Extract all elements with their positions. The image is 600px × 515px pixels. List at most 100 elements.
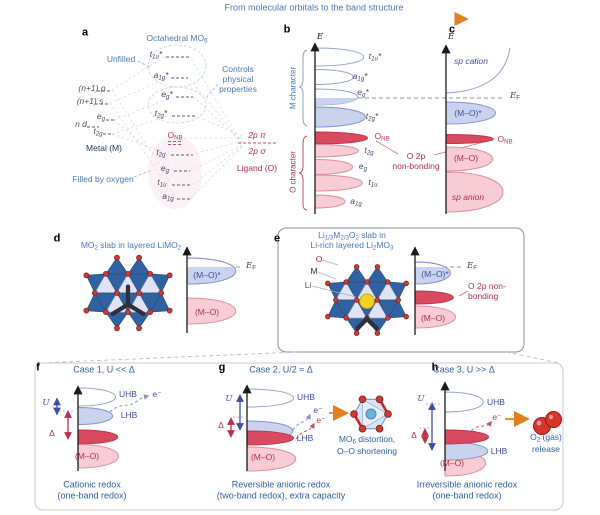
panel-letter-a: a bbox=[81, 26, 89, 39]
onb-label-c: ONB bbox=[497, 134, 513, 146]
panel-letter-c: c bbox=[448, 23, 456, 36]
ligand-2p-pi: 2p π bbox=[248, 129, 266, 140]
electron-transfer-arc-f bbox=[109, 394, 150, 413]
mo-star-label-e: (M–O)* bbox=[421, 268, 449, 279]
u-label-h: U bbox=[417, 393, 425, 404]
panel-letter-h: h bbox=[431, 361, 439, 374]
panel-e-title-line2: Li-rich layered Li2MO3 bbox=[310, 240, 394, 252]
fermi-label-d: EF bbox=[246, 261, 256, 272]
ligand-label: Ligand (O) bbox=[236, 162, 278, 173]
band-label-onb: ONB bbox=[374, 131, 390, 143]
band-mo-d bbox=[186, 297, 236, 325]
ligand-2p-sigma: 2p σ bbox=[248, 145, 266, 156]
orbital-onb: ONB bbox=[167, 130, 183, 142]
band-label-eg: eg bbox=[358, 161, 368, 173]
controls-label: Controls physical properties bbox=[219, 63, 257, 95]
band-t2g-star bbox=[314, 106, 366, 128]
delta-label-f: Δ bbox=[49, 427, 55, 438]
orbital-t1u-star: t1u* bbox=[149, 49, 163, 61]
panel-c-band-diagram bbox=[441, 44, 511, 214]
band-label-t2g: t2g bbox=[364, 145, 374, 157]
mo2-slab-structure bbox=[83, 254, 173, 332]
electron-label-h: e⁻ bbox=[492, 411, 502, 422]
orbital-eg: eg bbox=[160, 163, 170, 175]
lhb-label-h: LHB bbox=[490, 445, 508, 456]
o2p-nonbonding-label: O 2p non-bonding bbox=[392, 150, 440, 171]
band-label-t1u: t1u bbox=[368, 177, 378, 189]
fermi-label-c: EF bbox=[510, 91, 520, 102]
band-label-eg-star: eg* bbox=[357, 87, 369, 99]
u-label-f: U bbox=[42, 397, 50, 408]
mo-label-c: (M–O) bbox=[453, 152, 479, 163]
uhb-label-h: UHB bbox=[487, 396, 505, 407]
band-sp-anion bbox=[445, 171, 504, 213]
band-onb bbox=[314, 131, 368, 145]
electron-label-g1: e⁻ bbox=[313, 404, 323, 415]
orbital-a1g-star: a1g* bbox=[153, 70, 169, 82]
metal-atom bbox=[365, 408, 377, 420]
legend-leader-lines bbox=[311, 259, 357, 298]
case2-caption: Reversible anionic redox (two-band redox… bbox=[216, 479, 346, 500]
mo-label-f: (M–O) bbox=[74, 450, 100, 461]
panel-e-diagram bbox=[277, 227, 525, 353]
legend-li-label: Li bbox=[304, 279, 312, 290]
panel-letter-b: b bbox=[283, 23, 291, 36]
cases-box bbox=[34, 362, 564, 511]
nonbonding-leader-e bbox=[458, 290, 469, 297]
orbital-a1g: a1g bbox=[162, 191, 174, 203]
band-mo-e bbox=[414, 305, 456, 329]
band-onb-f bbox=[77, 429, 118, 445]
band-a1g bbox=[314, 194, 346, 209]
sp-cation-curve bbox=[445, 47, 511, 94]
oxygen-atoms bbox=[83, 254, 173, 332]
energy-axis-label-c: E bbox=[447, 31, 455, 42]
o2-release-label: O2 (gas) release bbox=[530, 432, 562, 454]
band-uhb-g bbox=[246, 388, 294, 408]
electron-transfer-arc-g2 bbox=[295, 422, 315, 440]
band-uhb-f bbox=[77, 387, 116, 407]
panel-e-box bbox=[277, 227, 525, 353]
legend-o-label: O bbox=[315, 253, 323, 264]
legend-m-label: M bbox=[310, 265, 318, 276]
panel-a-title: Octahedral MO6 bbox=[146, 33, 208, 45]
panel-b-band-diagram bbox=[298, 42, 504, 214]
mo-label-h: (M–O) bbox=[439, 457, 465, 468]
panel-d-diagram bbox=[83, 246, 243, 333]
o-character-brace bbox=[298, 135, 308, 211]
orbital-t2g: t2g bbox=[156, 147, 166, 159]
metal-label: Metal (M) bbox=[86, 142, 122, 153]
panel-a-mo-diagram bbox=[87, 44, 276, 209]
mo-label-g: (M–O) bbox=[250, 451, 276, 462]
case3-caption: Irreversible anionic redox (one-band red… bbox=[416, 479, 518, 500]
case2-title: Case 2, U/2 ≈ Δ bbox=[249, 364, 313, 375]
lhb-label-f: LHB bbox=[120, 409, 138, 420]
band-onb-g bbox=[246, 430, 294, 446]
band-label-a1g-star: a1g* bbox=[352, 71, 368, 83]
band-label-t2g-star: t2g* bbox=[365, 111, 379, 123]
mo-label-e: (M–O) bbox=[420, 312, 446, 323]
panel-h-diagram bbox=[419, 381, 562, 477]
level-np: (n+1) p bbox=[78, 82, 106, 93]
lithium-atom bbox=[359, 293, 375, 309]
panel-connector-lines bbox=[39, 351, 560, 364]
unfilled-ellipse bbox=[147, 44, 207, 88]
band-uhb-h bbox=[444, 391, 484, 413]
band-mo-g bbox=[246, 446, 296, 472]
orbital-t2g-star: t2g* bbox=[154, 108, 168, 120]
band-eg bbox=[314, 158, 353, 176]
distortion-label: MO6 distortion, O–O shortening bbox=[336, 434, 398, 456]
band-mo-star-c bbox=[445, 101, 496, 125]
energy-axis-label-b: E bbox=[316, 31, 324, 42]
mo-star-label-d: (M–O)* bbox=[193, 269, 221, 280]
orbital-t1u: t1u bbox=[157, 177, 167, 189]
level-ns: (n+1) s bbox=[76, 95, 104, 106]
electron-transfer-arc-g1 bbox=[292, 413, 311, 431]
panel-g-diagram bbox=[227, 384, 392, 472]
band-onb-h bbox=[444, 429, 489, 445]
u-label-g: U bbox=[225, 393, 233, 404]
delta-label-g: Δ bbox=[218, 419, 224, 430]
band-a1g-star bbox=[314, 68, 354, 86]
panel-letter-e: e bbox=[273, 232, 281, 245]
